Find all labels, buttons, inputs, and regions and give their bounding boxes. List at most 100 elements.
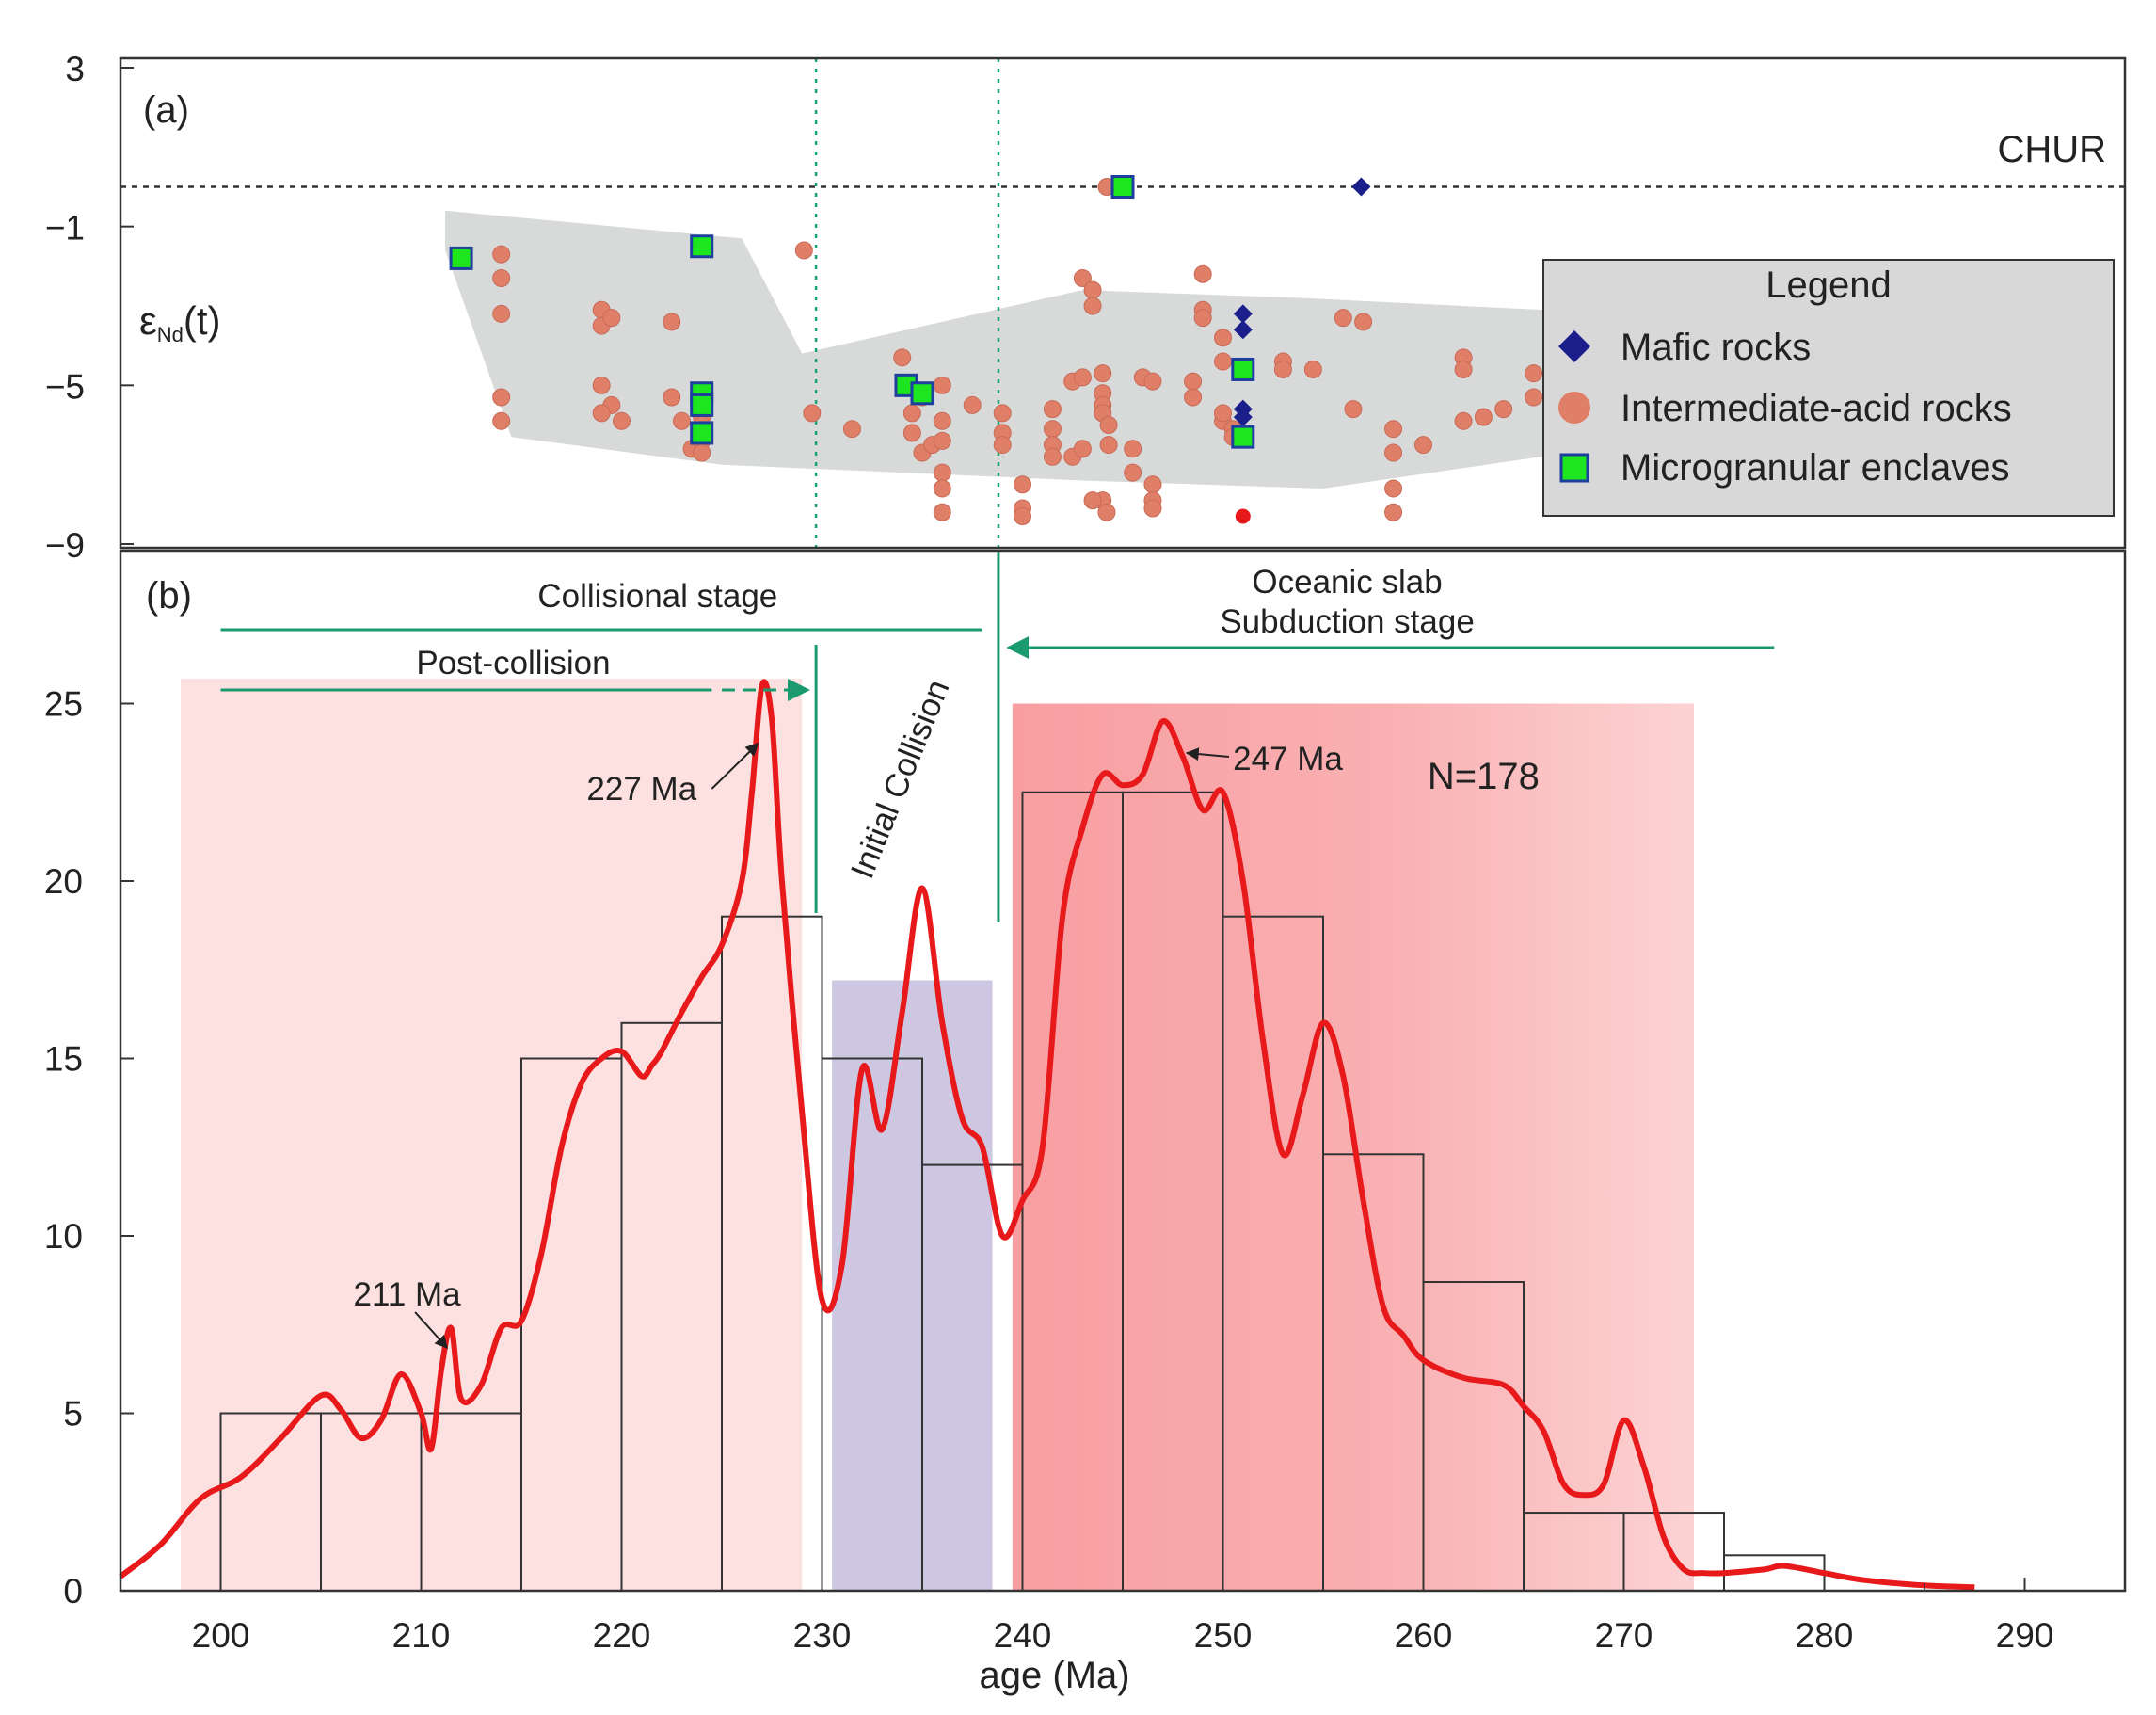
intermediate-point [1043,447,1062,466]
x-tick-label: 220 [593,1616,651,1655]
peak-247-label: 247 Ma [1233,741,1343,777]
enclave-point [449,246,473,270]
enclave-point [690,234,714,259]
y-tick-label: 25 [44,685,83,724]
enclave-point [690,393,714,417]
peak-227-label: 227 Ma [586,771,696,808]
intermediate-point [842,420,861,439]
intermediate-point [492,245,511,264]
intermediate-point [1235,508,1251,524]
intermediate-point [1083,297,1102,315]
intermediate-point [1273,360,1292,378]
intermediate-point [613,411,631,430]
x-tick-label: 270 [1595,1616,1653,1655]
intermediate-point [1414,436,1432,455]
intermediate-point [1073,440,1092,458]
enclave-point [1110,175,1135,199]
intermediate-point [1043,420,1062,439]
intermediate-point [492,304,511,323]
y-tick-label: 5 [63,1395,83,1434]
intermediate-point [1214,404,1232,423]
intermediate-point [1384,443,1403,462]
intermediate-point [933,411,951,430]
legend-intermediate-label: Intermediate-acid rocks [1621,388,2012,429]
x-tick-label: 200 [192,1616,250,1655]
intermediate-point [1525,388,1543,407]
intermediate-point [1193,309,1212,328]
intermediate-point [963,395,982,414]
initial-collision-label: Initial Collision [844,675,957,884]
sample-count-label: N=178 [1428,756,1540,797]
intermediate-point [1043,400,1062,419]
x-tick-label: 230 [793,1616,852,1655]
intermediate-point [1143,372,1162,391]
intermediate-point [1097,503,1116,521]
subduction-stage-label: Subduction stage [1220,603,1474,640]
enclave-point [1231,357,1255,381]
y-axis-label-epsilon: ε [139,298,157,343]
y-tick-label: −9 [45,526,85,565]
y-axis-label-sub: Nd [157,323,184,346]
intermediate-point [1083,491,1102,510]
y-tick-label: 20 [44,862,83,901]
panel-a-label: (a) [143,89,189,131]
x-tick-label: 260 [1395,1616,1453,1655]
legend-box [1542,259,2115,517]
panel-b-label: (b) [146,575,192,617]
intermediate-point [993,436,1012,455]
x-tick-label: 290 [1996,1616,2054,1655]
intermediate-point [933,376,951,394]
intermediate-point [1344,400,1363,419]
intermediate-point [492,411,511,430]
zone-initial-collision [832,980,993,1591]
x-tick-label: 210 [392,1616,451,1655]
intermediate-point [1184,372,1203,391]
intermediate-point [933,479,951,498]
intermediate-point [1303,360,1322,378]
intermediate-point [592,404,611,423]
mafic-diamond-icon [1558,330,1590,362]
intermediate-point [492,388,511,407]
intermediate-point [693,443,711,462]
intermediate-point [1094,364,1112,383]
peak-247-arrow [1185,747,1229,761]
chur-label: CHUR [1997,129,2106,170]
stage-shading [180,679,1695,1591]
intermediate-point [902,404,921,423]
intermediate-point [794,241,813,260]
enclave-point [1231,425,1255,449]
intermediate-point [1214,352,1232,371]
intermediate-point [1384,479,1403,498]
legend-mafic-label: Mafic rocks [1621,327,1811,368]
collisional-stage-label: Collisional stage [537,578,777,615]
x-axis-label: age (Ma) [980,1655,1130,1696]
data-envelope [445,210,1704,489]
peak-211-arrow [414,1311,449,1350]
x-tick-label: 240 [994,1616,1052,1655]
y-axis-label-suffix: (t) [184,298,221,343]
intermediate-point [1083,280,1102,299]
zone-post-collision [180,679,803,1591]
intermediate-point [933,503,951,521]
intermediate-point [1099,436,1118,455]
mafic-point [1233,408,1253,427]
intermediate-point [1124,463,1142,482]
intermediate-point [1184,388,1203,407]
enclave-square-icon [1559,453,1589,483]
epsilon-nd-panel: CHUR (a) 3 −1 −5 −9 εNd(t) Legend Mafic roc… [45,50,2125,565]
peak-211-label: 211 Ma [354,1276,462,1313]
intermediate-point [1474,408,1493,426]
intermediate-point [803,404,822,423]
mafic-point [1351,177,1371,197]
intermediate-point [1454,360,1473,378]
intermediate-point [933,431,951,450]
intermediate-point [663,388,681,407]
intermediate-point [1073,268,1092,287]
mafic-point [1233,320,1253,340]
intermediate-point [1214,329,1232,347]
post-collision-label: Post-collision [416,645,610,681]
y-axis-ticks-b: 0 5 10 15 20 25 [44,685,134,1611]
intermediate-point [1014,506,1031,525]
peak-227-arrow [711,743,759,790]
